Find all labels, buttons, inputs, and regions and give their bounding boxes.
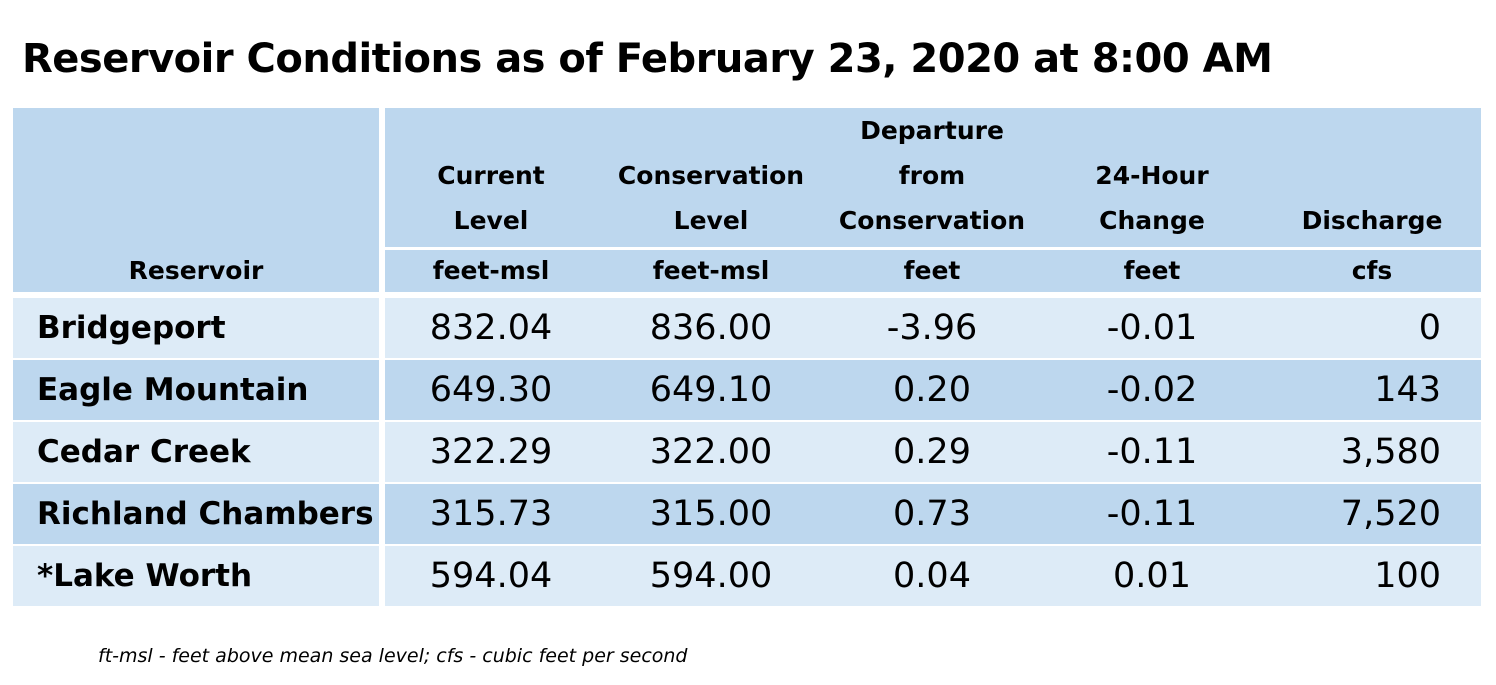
table-row: 594.04 594.00 0.04 0.01 100 bbox=[385, 546, 1481, 606]
current-level: 315.73 bbox=[429, 494, 553, 534]
discharge-value: 7,520 bbox=[1340, 494, 1441, 534]
conservation-level: 322.00 bbox=[649, 432, 773, 472]
table-row: 832.04 836.00 -3.96 -0.01 0 bbox=[385, 298, 1481, 358]
table-row-name-cell: Bridgeport bbox=[13, 298, 379, 358]
reservoir-name: *Lake Worth bbox=[37, 558, 253, 594]
header-current-line1: Current bbox=[437, 161, 545, 190]
unit-change: feet bbox=[1123, 256, 1181, 285]
discharge-value: 143 bbox=[1374, 370, 1441, 410]
unit-discharge: cfs bbox=[1351, 256, 1393, 285]
current-level: 649.30 bbox=[429, 370, 553, 410]
header-conservation-line1: Conservation bbox=[617, 161, 805, 190]
discharge-value: 3,580 bbox=[1340, 432, 1441, 472]
change-value: -0.11 bbox=[1106, 432, 1198, 472]
header-change-line1: 24-Hour bbox=[1095, 161, 1209, 190]
page-title: Reservoir Conditions as of February 23, … bbox=[22, 36, 1273, 82]
unit-current: feet-msl bbox=[432, 256, 550, 285]
reservoir-name: Bridgeport bbox=[37, 310, 226, 346]
header-departure-line1: Departure bbox=[860, 116, 1004, 145]
table-row-name-cell: *Lake Worth bbox=[13, 546, 379, 606]
table-row-name-cell: Richland Chambers bbox=[13, 484, 379, 544]
reservoir-name: Richland Chambers bbox=[37, 496, 374, 532]
current-level: 322.29 bbox=[429, 432, 553, 472]
header-units bbox=[385, 250, 1481, 292]
table-row: 322.29 322.00 0.29 -0.11 3,580 bbox=[385, 422, 1481, 482]
table-row-name-cell: Cedar Creek bbox=[13, 422, 379, 482]
table-row: 315.73 315.00 0.73 -0.11 7,520 bbox=[385, 484, 1481, 544]
change-value: -0.01 bbox=[1106, 308, 1198, 348]
reservoir-name: Cedar Creek bbox=[37, 434, 251, 470]
conservation-level: 315.00 bbox=[649, 494, 773, 534]
current-level: 832.04 bbox=[429, 308, 553, 348]
header-discharge: Discharge bbox=[1301, 206, 1443, 235]
reservoir-name: Eagle Mountain bbox=[37, 372, 309, 408]
unit-conservation: feet-msl bbox=[652, 256, 770, 285]
departure-value: 0.73 bbox=[893, 494, 971, 534]
conservation-level: 649.10 bbox=[649, 370, 773, 410]
discharge-value: 0 bbox=[1418, 308, 1441, 348]
departure-value: -3.96 bbox=[886, 308, 978, 348]
header-conservation-line2: Level bbox=[673, 206, 749, 235]
departure-value: 0.20 bbox=[893, 370, 971, 410]
change-value: -0.02 bbox=[1106, 370, 1198, 410]
reservoir-table: Reservoir Current Level Conservation Lev… bbox=[13, 108, 1481, 610]
departure-value: 0.04 bbox=[893, 556, 971, 596]
header-departure-line3: Conservation bbox=[838, 206, 1026, 235]
table-row: 649.30 649.10 0.20 -0.02 143 bbox=[385, 360, 1481, 420]
conservation-level: 836.00 bbox=[649, 308, 773, 348]
current-level: 594.04 bbox=[429, 556, 553, 596]
footnote: ft-msl - feet above mean sea level; cfs … bbox=[98, 645, 688, 667]
discharge-value: 100 bbox=[1374, 556, 1441, 596]
header-reservoir-cell: Reservoir bbox=[13, 108, 379, 292]
departure-value: 0.29 bbox=[893, 432, 971, 472]
header-departure-line2: from bbox=[898, 161, 966, 190]
conservation-level: 594.00 bbox=[649, 556, 773, 596]
header-columns bbox=[385, 108, 1481, 247]
header-current-line2: Level bbox=[453, 206, 529, 235]
header-reservoir: Reservoir bbox=[128, 256, 264, 285]
unit-departure: feet bbox=[903, 256, 961, 285]
header-change-line2: Change bbox=[1099, 206, 1205, 235]
change-value: -0.11 bbox=[1106, 494, 1198, 534]
table-row-name-cell: Eagle Mountain bbox=[13, 360, 379, 420]
change-value: 0.01 bbox=[1113, 556, 1191, 596]
